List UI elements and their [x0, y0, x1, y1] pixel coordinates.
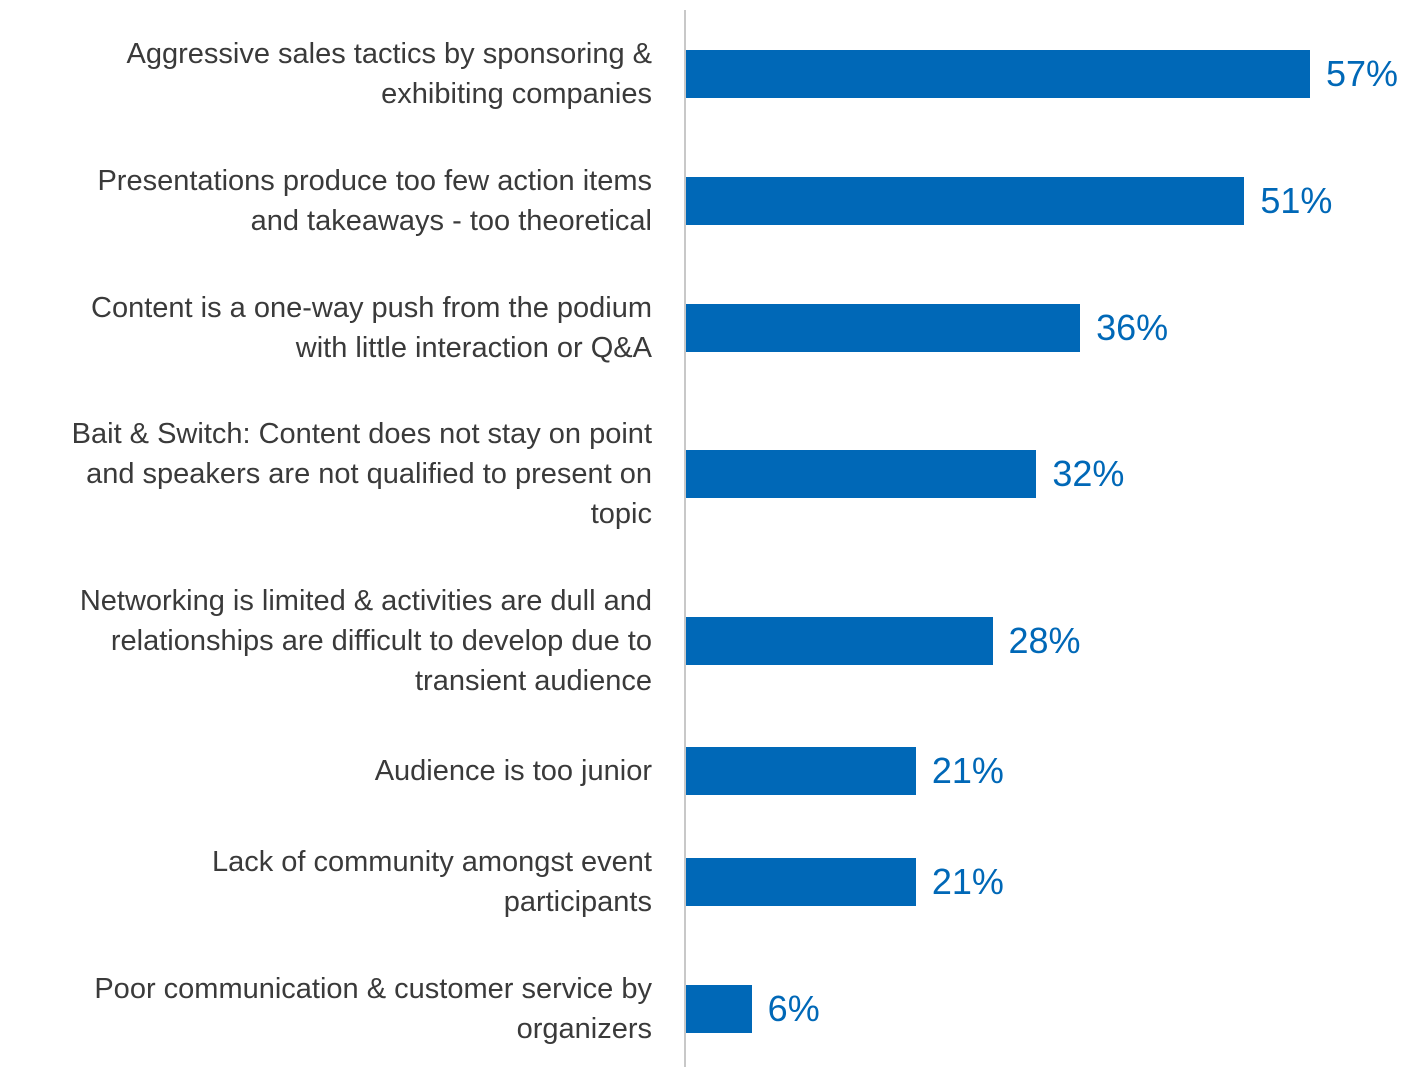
category-axis-line	[684, 10, 686, 1067]
category-label-line: topic	[590, 498, 652, 530]
category-label-line: participants	[503, 886, 652, 918]
value-label: 28%	[1008, 620, 1081, 661]
category-label-line: with little interaction or Q&A	[295, 332, 652, 364]
category-label-line: Bait & Switch: Content does not stay on …	[71, 418, 652, 450]
bar	[686, 858, 916, 906]
category-label-line: Content is a one-way push from the podiu…	[91, 292, 652, 324]
category-label-line: Audience is too junior	[374, 755, 652, 787]
value-label: 21%	[931, 861, 1004, 902]
bar	[686, 304, 1081, 352]
value-label: 36%	[1096, 307, 1169, 348]
category-label-line: organizers	[516, 1013, 652, 1045]
bar	[686, 450, 1037, 498]
category-label: Audience is too junior	[0, 751, 652, 791]
bar	[686, 50, 1310, 98]
bar	[686, 747, 916, 795]
category-label-line: Networking is limited & activities are d…	[79, 585, 652, 617]
bar	[686, 985, 752, 1033]
category-label: Aggressive sales tactics by sponsoring &…	[0, 34, 652, 114]
category-label-line: exhibiting companies	[381, 78, 652, 110]
category-label: Content is a one-way push from the podiu…	[0, 288, 652, 368]
category-label: Presentations produce too few action ite…	[0, 161, 652, 241]
category-label-line: transient audience	[415, 665, 652, 697]
category-label-line: and speakers are not qualified to presen…	[86, 458, 652, 490]
category-label-line: Presentations produce too few action ite…	[97, 165, 652, 197]
category-label-line: Lack of community amongst event	[211, 846, 652, 878]
category-label: Lack of community amongst event participa…	[0, 842, 652, 922]
category-label-line: Poor communication & customer service by	[94, 973, 652, 1005]
category-label: Bait & Switch: Content does not stay on …	[0, 414, 652, 534]
value-label: 6%	[767, 988, 820, 1029]
category-label: Poor communication & customer service by…	[0, 969, 652, 1049]
category-label-line: relationships are difficult to develop d…	[110, 625, 652, 657]
value-label: 57%	[1326, 53, 1399, 94]
value-label: 51%	[1260, 180, 1333, 221]
category-label: Networking is limited & activities are d…	[0, 581, 652, 701]
category-label-line: Aggressive sales tactics by sponsoring &	[126, 38, 652, 70]
value-label: 32%	[1052, 453, 1125, 494]
bar	[686, 177, 1245, 225]
value-label: 21%	[931, 750, 1004, 791]
category-label-line: and takeaways - too theoretical	[250, 205, 652, 237]
bar	[686, 617, 993, 665]
